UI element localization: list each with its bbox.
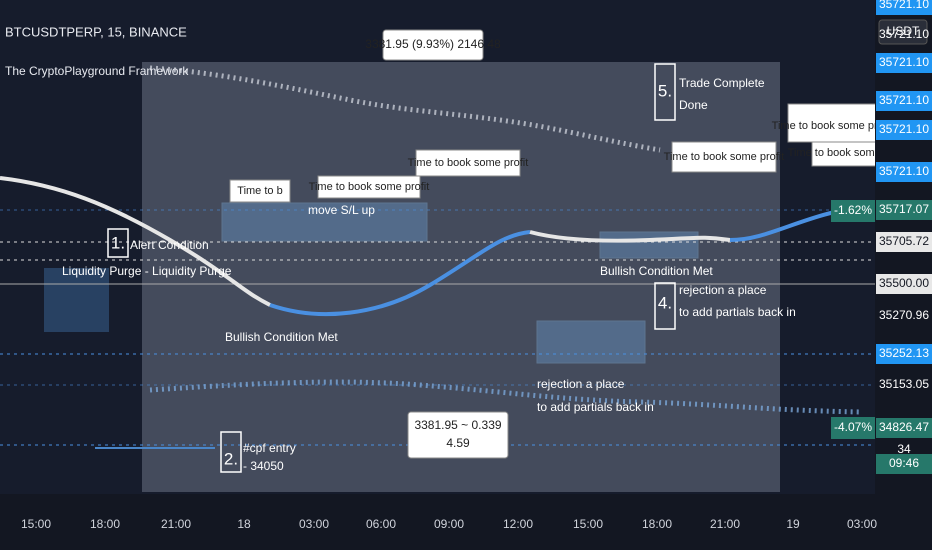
moving-average [269,230,531,317]
note: rejection a place [537,377,625,391]
price-tag [876,232,932,252]
price-tag [876,162,932,182]
price-label: 09:46 [889,456,919,470]
price-tag [876,91,932,111]
step-text: Done [679,98,708,112]
profit-text: Time to book some profit [408,157,529,169]
time-label: 06:00 [366,517,396,531]
price-label: 35721.10 [879,164,929,178]
step-text: Trade Complete [679,76,765,90]
price-labels: USDT35721.1035721.1035721.1035721.103572… [831,0,932,474]
symbol: BTCUSDTPERP, 15, BINANCE [5,24,187,39]
moving-average [529,230,731,243]
percent-label: -1.62% [834,203,872,217]
step-text: #cpf entry [243,441,296,455]
zone [221,202,428,242]
profit-box [415,149,521,177]
time-label: 18 [237,517,251,531]
step-text: Alert Condition [130,238,209,252]
step-box [107,228,129,258]
zone [536,320,646,364]
measure-box [382,29,484,61]
profit-box [229,179,291,203]
step-box [654,282,676,330]
step-text: to add partials back in [679,305,796,319]
time-label: 15:00 [573,517,603,531]
price-label: 35500.00 [879,276,929,290]
percent-tag [831,417,875,439]
time-label: 18:00 [90,517,120,531]
measure-text: 3381.95 (9.93%) 2146.48 [365,37,501,51]
time-label: 15:00 [21,517,51,531]
price-label: 35721.10 [879,55,929,69]
price-tag [876,120,932,140]
zone [599,231,699,259]
price-tag [876,53,932,73]
time-label: 03:00 [299,517,329,531]
moving-average [0,176,271,307]
time-label: 09:00 [434,517,464,531]
step-text: rejection a place [679,283,767,297]
time-label: 19 [786,517,800,531]
price-label: 35717.07 [879,202,929,216]
step-box [654,63,676,121]
percent-label: -4.07% [834,420,872,434]
note: to add partials back in [537,400,654,414]
profit-text: Time to b [237,185,282,197]
measure-text: 4.59 [446,436,470,450]
price-tag [876,200,932,220]
time-label: 12:00 [503,517,533,531]
time-label: 21:00 [710,517,740,531]
profit-box [317,175,421,199]
step-number: 4. [658,293,672,312]
measure-text: 3381.95 ~ 0.339 [414,418,501,432]
step-box [220,431,242,473]
price-label: 35270.96 [879,308,929,322]
price-tag [876,375,932,395]
price-label: 34 [897,442,911,456]
price-tag [876,454,932,474]
price-tag [876,274,932,294]
profit-box [811,141,877,167]
lower-band [149,379,861,415]
price-label: 34826.47 [879,420,929,434]
step-text: - 34050 [243,459,284,473]
price-tag [876,0,932,15]
percent-tag [831,200,875,222]
price-label: 35721.10 [879,27,929,41]
price-label: 35705.72 [879,234,929,248]
step-number: 5. [658,81,672,100]
time-label: 03:00 [847,517,877,531]
levels [0,209,875,446]
note: Bullish Condition Met [600,264,713,278]
note: move S/L up [308,203,375,217]
indicator-name: The CryptoPlayground Framework [5,64,189,78]
time-axis [0,494,932,550]
profit-text: Time to book some profit [664,151,785,163]
step-text: Liquidity Purge - Liquidity Purge [62,264,232,278]
currency-tag [878,19,928,45]
time-label: 18:00 [642,517,672,531]
time-label: 21:00 [161,517,191,531]
price-label: 35721.10 [879,122,929,136]
price-label: 35153.05 [879,377,929,391]
currency: USDT [887,24,920,38]
profit-text: Time to book some profit [772,120,893,132]
time-labels: 15:00 18:00 21:00 18 03:00 06:00 09:00 12:00 15:… [21,517,877,531]
price-label: 35721.10 [879,0,929,11]
price-label: 35721.10 [879,93,929,107]
profit-box [671,141,777,173]
price-tag [876,306,932,326]
step-number: 2. [224,449,238,468]
price-tag [876,418,932,438]
step-number: 1. [111,233,125,252]
note: Bullish Condition Met [225,330,338,344]
zone [44,268,109,332]
price-label: 35252.13 [879,346,929,360]
measure-box [407,411,509,459]
price-tag [876,344,932,364]
profit-text: Time to book some profit [309,181,430,193]
